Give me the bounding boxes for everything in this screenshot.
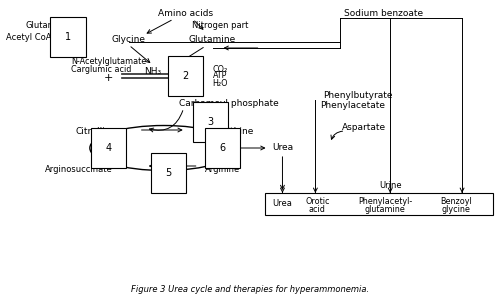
Text: 6: 6 xyxy=(220,143,226,153)
Text: H₂O: H₂O xyxy=(212,79,228,88)
Text: Carbamoyl phosphate: Carbamoyl phosphate xyxy=(178,98,278,107)
Text: Phenylacetate: Phenylacetate xyxy=(320,101,385,110)
Bar xyxy=(266,193,493,215)
Text: CO₂: CO₂ xyxy=(212,64,228,74)
Text: NH₃: NH₃ xyxy=(144,68,162,76)
Text: Glutamate: Glutamate xyxy=(26,20,70,29)
Text: N-Acetylglutamate: N-Acetylglutamate xyxy=(71,56,146,65)
Text: 4: 4 xyxy=(106,143,112,153)
Text: Benzoyl: Benzoyl xyxy=(440,196,472,206)
Text: Urine: Urine xyxy=(379,181,402,190)
Text: Glutamine: Glutamine xyxy=(189,35,236,44)
Text: glycine: glycine xyxy=(442,205,470,214)
Text: 5: 5 xyxy=(166,168,172,178)
Text: 1: 1 xyxy=(65,32,71,42)
Text: Arginine: Arginine xyxy=(205,166,240,175)
Text: Orotic: Orotic xyxy=(305,196,330,206)
Text: Aspartate: Aspartate xyxy=(342,124,386,133)
Text: Sodium benzoate: Sodium benzoate xyxy=(344,10,423,19)
Text: Phenylacetyl-: Phenylacetyl- xyxy=(358,196,412,206)
Text: 3: 3 xyxy=(208,117,214,127)
Text: Urea: Urea xyxy=(272,200,292,208)
Text: ATP: ATP xyxy=(212,71,227,80)
Text: Arginosuccinate: Arginosuccinate xyxy=(45,166,113,175)
Text: +: + xyxy=(104,73,114,83)
Text: Nitrogen part: Nitrogen part xyxy=(192,22,249,31)
Text: Glycine: Glycine xyxy=(112,35,146,44)
Text: 2: 2 xyxy=(182,71,189,81)
Text: Urea: Urea xyxy=(272,143,293,152)
Text: Ornithine: Ornithine xyxy=(212,128,254,136)
Text: acid: acid xyxy=(309,205,326,214)
Text: Acetyl CoA: Acetyl CoA xyxy=(6,32,52,41)
Text: Amino acids: Amino acids xyxy=(158,10,213,19)
Text: glutamine: glutamine xyxy=(365,205,406,214)
Text: Figure 3 Urea cycle and therapies for hyperammonemia.: Figure 3 Urea cycle and therapies for hy… xyxy=(132,286,370,295)
Text: Phenylbutyrate: Phenylbutyrate xyxy=(324,91,393,100)
Text: Carglumic acid: Carglumic acid xyxy=(71,64,132,74)
Text: Citrulline: Citrulline xyxy=(75,128,116,136)
